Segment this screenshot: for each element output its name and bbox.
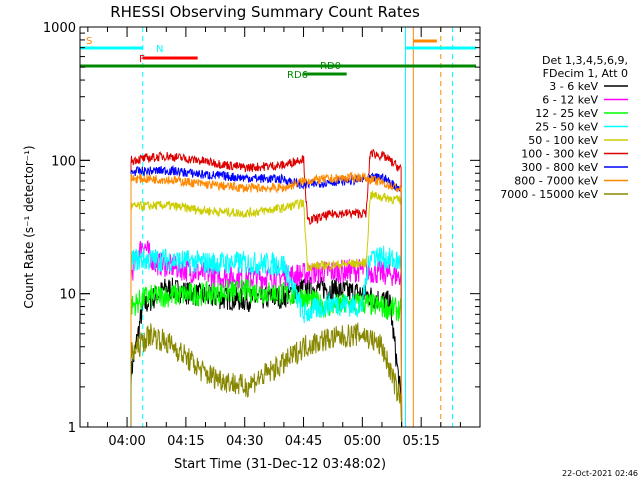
chart-title: RHESSI Observing Summary Count Rates (110, 3, 420, 21)
flag-label: F (139, 54, 145, 65)
flag-label: S (86, 36, 92, 47)
plot-frame (79, 26, 481, 428)
flag-label: RD6 (287, 70, 308, 81)
x-tick-label: 04:00 (108, 434, 145, 449)
legend-label: 800 - 7000 keV (514, 175, 598, 188)
y-tick-label: 1000 (43, 21, 76, 36)
y-tick-label: 1 (68, 421, 76, 436)
legend-header: FDecim 1, Att 0 (543, 67, 628, 80)
y-axis-label: Count Rate (s⁻¹ detector⁻¹) (22, 145, 36, 308)
legend-label: 50 - 100 keV (528, 134, 598, 147)
legend-label: 6 - 12 keV (542, 94, 598, 107)
x-tick-label: 04:45 (285, 434, 322, 449)
series-line (130, 190, 403, 428)
x-axis-label: Start Time (31-Dec-12 03:48:02) (174, 457, 386, 472)
x-tick-label: 05:00 (344, 434, 381, 449)
series-line (130, 171, 403, 428)
flag-label: N (156, 44, 163, 55)
x-tick-label: 04:30 (226, 434, 263, 449)
series-line (130, 278, 403, 428)
legend-label: 300 - 800 keV (521, 161, 598, 174)
x-tick-label: 05:15 (402, 434, 439, 449)
legend-label: 12 - 25 keV (535, 107, 598, 120)
series-line (130, 322, 403, 428)
legend-label: 100 - 300 keV (521, 148, 598, 161)
legend-label: 25 - 50 keV (535, 121, 598, 134)
legend-label: 3 - 6 keV (549, 80, 598, 93)
legend-label: 7000 - 15000 keV (500, 188, 598, 201)
legend-header: Det 1,3,4,5,6,9, (542, 54, 628, 67)
series-line (130, 148, 403, 428)
y-tick-label: 100 (51, 154, 76, 169)
series-line (130, 245, 403, 428)
flag-label: RD0 (320, 61, 341, 72)
footer-timestamp: 22-Oct-2021 02:46 (562, 469, 638, 478)
series-line (130, 240, 403, 428)
x-tick-label: 04:15 (167, 434, 204, 449)
y-tick-label: 10 (59, 288, 76, 303)
